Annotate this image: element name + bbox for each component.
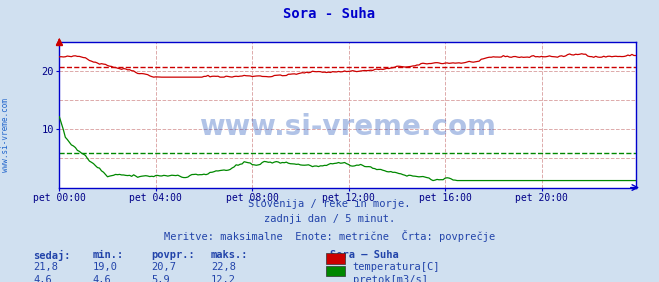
Text: 21,8: 21,8: [33, 262, 58, 272]
Text: sedaj:: sedaj:: [33, 250, 71, 261]
Text: 5,9: 5,9: [152, 275, 170, 282]
Text: min.:: min.:: [92, 250, 123, 259]
Text: zadnji dan / 5 minut.: zadnji dan / 5 minut.: [264, 214, 395, 224]
Text: Sora – Suha: Sora – Suha: [330, 250, 398, 259]
Text: 22,8: 22,8: [211, 262, 236, 272]
Text: www.si-vreme.com: www.si-vreme.com: [1, 98, 10, 172]
Text: povpr.:: povpr.:: [152, 250, 195, 259]
Text: maks.:: maks.:: [211, 250, 248, 259]
Text: www.si-vreme.com: www.si-vreme.com: [199, 113, 496, 140]
Text: 19,0: 19,0: [92, 262, 117, 272]
Text: 4,6: 4,6: [33, 275, 51, 282]
Text: Meritve: maksimalne  Enote: metrične  Črta: povprečje: Meritve: maksimalne Enote: metrične Črta…: [164, 230, 495, 242]
Text: 4,6: 4,6: [92, 275, 111, 282]
Text: 12,2: 12,2: [211, 275, 236, 282]
Text: Slovenija / reke in morje.: Slovenija / reke in morje.: [248, 199, 411, 209]
Text: 20,7: 20,7: [152, 262, 177, 272]
Text: temperatura[C]: temperatura[C]: [353, 262, 440, 272]
Text: Sora - Suha: Sora - Suha: [283, 7, 376, 21]
Text: pretok[m3/s]: pretok[m3/s]: [353, 275, 428, 282]
